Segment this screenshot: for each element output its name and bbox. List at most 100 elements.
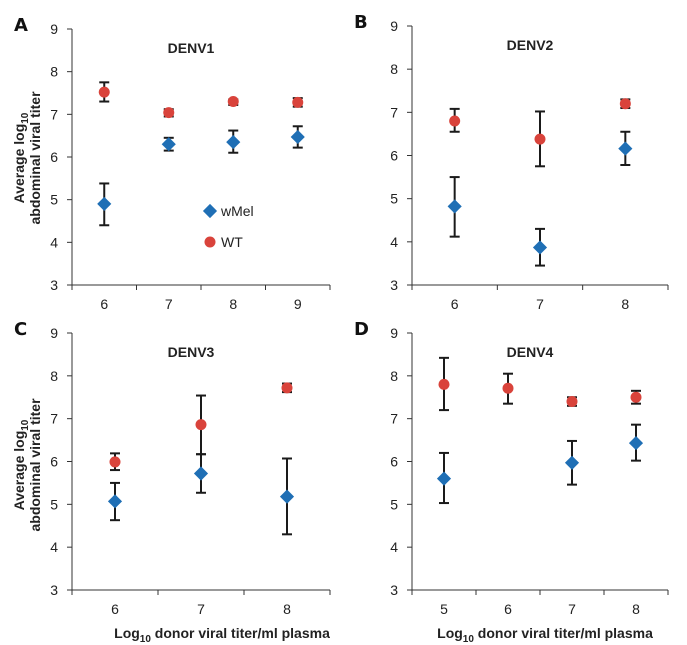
- wt-point: [630, 391, 642, 403]
- wmel-point: [447, 199, 462, 214]
- x-tick-label: 7: [568, 601, 576, 617]
- y-tick-label: 6: [50, 454, 58, 470]
- wt-point: [292, 96, 304, 108]
- y-tick-label: 7: [50, 411, 58, 427]
- y-tick-label: 4: [390, 539, 398, 555]
- wmel-point: [564, 455, 580, 470]
- y-tick-label: 6: [390, 148, 398, 164]
- x-tick-label: 6: [451, 296, 459, 312]
- y-tick-label: 8: [390, 368, 398, 384]
- y-tick-label: 4: [50, 539, 58, 555]
- y-tick-label: 5: [50, 496, 58, 512]
- panel-a: 3 4 5 6 7 8 9 6 7 8 9 DENV1 A: [14, 15, 331, 312]
- y-tick-label: 8: [50, 368, 58, 384]
- legend: wMel WT: [202, 203, 254, 250]
- y-label-line2-text: abdominal viral titer: [27, 398, 43, 532]
- y-axis-label-top: Average log10 abdominal viral titer: [11, 91, 43, 225]
- y-tick-label: 7: [390, 411, 398, 427]
- y-tick-label: 9: [50, 21, 58, 37]
- y-tick-label: 9: [50, 325, 58, 341]
- wmel-point: [628, 436, 644, 451]
- y-axis-label-bottom: Average log10 abdominal viral titer: [11, 398, 43, 532]
- wt-point: [109, 456, 121, 468]
- y-tick-label: 9: [390, 325, 398, 341]
- legend-wmel-label: wMel: [220, 203, 254, 219]
- y-tick-label: 5: [390, 191, 398, 207]
- y-tick-label: 5: [390, 496, 398, 512]
- wmel-point: [161, 137, 176, 152]
- x-label-suffix: donor viral titer/ml plasma: [151, 625, 330, 641]
- wt-point: [195, 419, 207, 431]
- x-label-prefix: Log: [437, 625, 463, 641]
- panel-letter: D: [354, 319, 369, 340]
- wt-point: [227, 96, 239, 108]
- y-tick-label: 7: [50, 106, 58, 122]
- y-tick-label: 4: [50, 234, 58, 250]
- panel-title: DENV4: [507, 344, 554, 360]
- wmel-point: [97, 196, 112, 212]
- x-tick-label: 6: [504, 601, 512, 617]
- wmel-point: [618, 141, 633, 156]
- wmel-point: [193, 466, 209, 481]
- x-tick-label: 6: [111, 601, 119, 617]
- y-label-line2-text: abdominal viral titer: [27, 91, 43, 225]
- x-tick-label: 7: [197, 601, 205, 617]
- wmel-point: [226, 134, 241, 150]
- wt-point: [449, 115, 461, 127]
- x-tick-label: 7: [536, 296, 544, 312]
- wt-point: [98, 86, 110, 98]
- y-label-subscript: 10: [20, 419, 31, 431]
- y-tick-label: 4: [390, 234, 398, 250]
- wt-point: [281, 382, 293, 394]
- y-tick-label: 5: [50, 192, 58, 208]
- x-tick-label: 8: [283, 601, 291, 617]
- x-tick-label: 7: [165, 296, 173, 312]
- y-tick-label: 3: [50, 582, 58, 598]
- panel-d: 3 4 5 6 7 8 9 5 6 7 8 DENV4 D: [354, 319, 669, 617]
- panel-letter: C: [14, 319, 27, 340]
- wmel-point: [290, 129, 305, 145]
- y-tick-label: 8: [390, 61, 398, 77]
- x-label-subscript: 10: [140, 634, 152, 645]
- svg-text:Average log10: Average log10: [11, 112, 31, 203]
- x-label-prefix: Log: [114, 625, 140, 641]
- legend-wt-marker: [204, 236, 216, 248]
- y-tick-label: 6: [390, 454, 398, 470]
- x-tick-label: 8: [229, 296, 237, 312]
- y-tick-label: 3: [50, 277, 58, 293]
- panel-b: 3 4 5 6 7 8 9 6 7 8 DENV2 B: [354, 12, 669, 312]
- y-tick-label: 3: [390, 582, 398, 598]
- y-label-subscript: 10: [20, 112, 31, 124]
- x-label-subscript: 10: [463, 634, 475, 645]
- wmel-point: [107, 494, 123, 509]
- y-tick-label: 3: [390, 277, 398, 293]
- x-axis-label-left: Log10 donor viral titer/ml plasma: [114, 625, 330, 645]
- panel-title: DENV1: [168, 40, 215, 56]
- wmel-point: [532, 240, 548, 255]
- wt-point: [566, 396, 578, 408]
- y-label-line1-text: Average log: [11, 431, 27, 511]
- x-tick-label: 9: [294, 296, 302, 312]
- panel-title: DENV3: [168, 344, 215, 360]
- panel-title: DENV2: [507, 37, 554, 53]
- y-tick-label: 6: [50, 149, 58, 165]
- wt-point: [163, 107, 175, 119]
- y-tick-label: 8: [50, 64, 58, 80]
- legend-wmel-marker: [202, 203, 218, 219]
- x-tick-label: 8: [621, 296, 629, 312]
- wt-point: [619, 98, 631, 110]
- panel-letter: B: [354, 12, 368, 33]
- x-label-suffix: donor viral titer/ml plasma: [474, 625, 653, 641]
- wmel-point: [436, 471, 452, 486]
- y-label-line1-text: Average log: [11, 124, 27, 204]
- wmel-point: [279, 489, 295, 504]
- panel-letter: A: [14, 15, 28, 36]
- y-tick-label: 7: [390, 104, 398, 120]
- svg-text:Average log10: Average log10: [11, 419, 31, 510]
- x-tick-label: 6: [100, 296, 108, 312]
- panel-c: 3 4 5 6 7 8 9 6 7 8 DENV3 C: [14, 319, 331, 617]
- x-tick-label: 8: [632, 601, 640, 617]
- legend-wt-label: WT: [221, 234, 243, 250]
- wt-point: [438, 378, 450, 390]
